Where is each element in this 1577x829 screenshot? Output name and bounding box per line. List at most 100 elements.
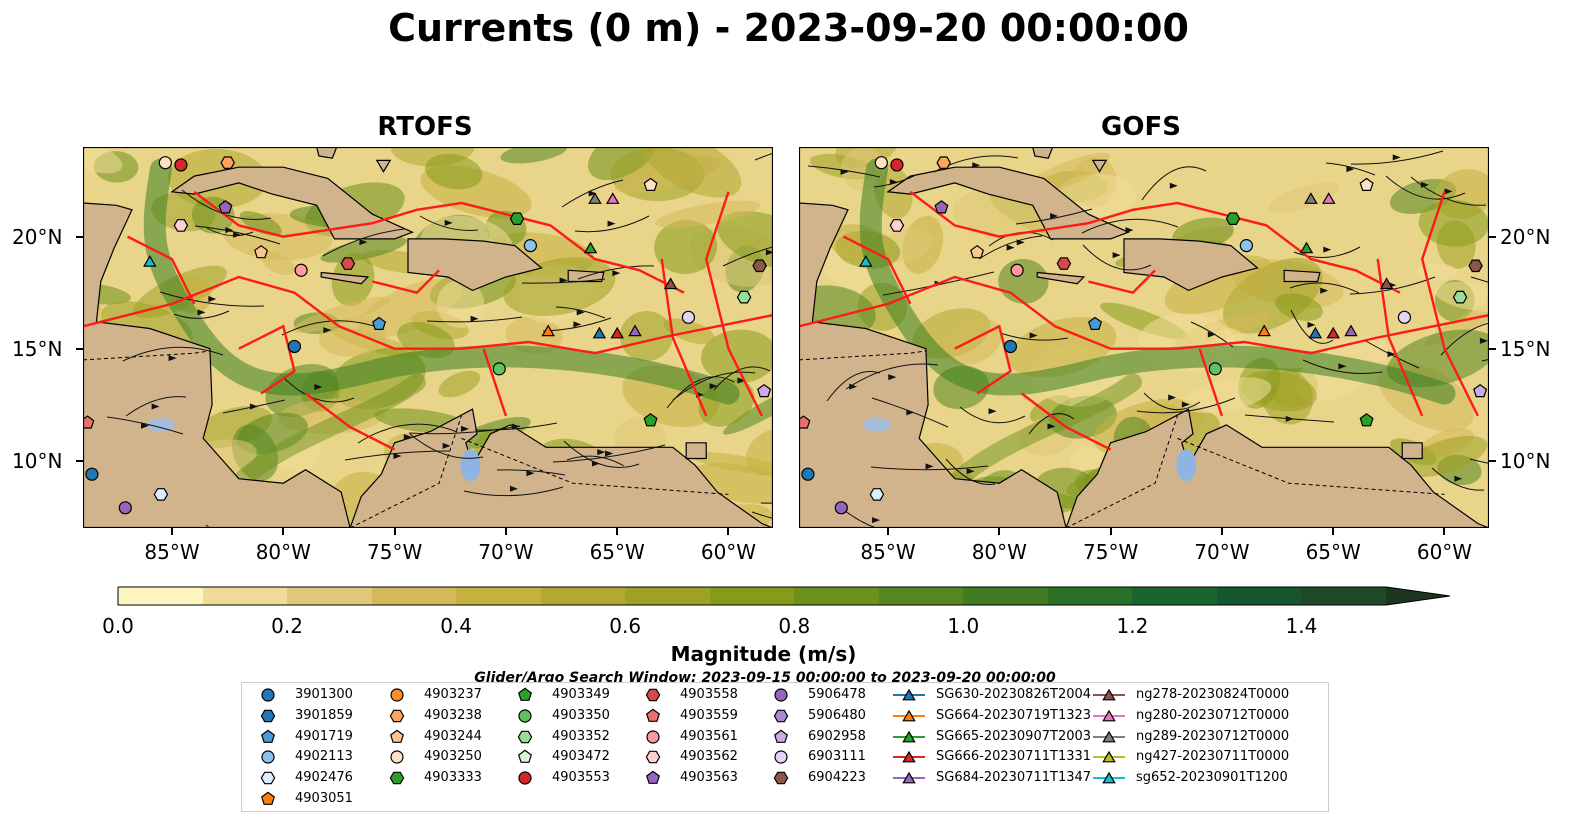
platform-marker[interactable] [1010,263,1024,277]
platform-marker[interactable] [1344,324,1358,337]
platform-marker[interactable] [1326,326,1340,339]
platform-marker[interactable] [287,339,302,354]
colorbar-tick-label: 0.4 [440,614,473,638]
platform-marker[interactable] [143,254,157,267]
platform-marker[interactable] [1208,362,1222,376]
platform-marker[interactable] [541,324,555,337]
platform-marker[interactable] [681,310,696,324]
platform-marker[interactable] [1299,241,1314,254]
platform-marker[interactable] [83,415,95,429]
platform-marker[interactable] [118,501,132,515]
platform-marker[interactable] [643,413,658,427]
x-tick-label: 65°W [1305,540,1361,564]
platform-marker[interactable] [663,277,678,290]
colorbar-tick-label: 0.0 [102,614,134,638]
platform-marker[interactable] [509,212,525,226]
platform-marker[interactable] [523,239,537,253]
platform-marker[interactable] [583,241,598,254]
platform-marker[interactable] [1239,239,1253,253]
platform-marker[interactable] [372,316,387,330]
platform-marker[interactable] [340,257,356,270]
platform-marker[interactable] [1088,316,1103,330]
legend-entry-label: 4903472 [552,749,610,765]
legend-entry-label: 5906480 [808,707,866,723]
platform-marker[interactable] [588,192,602,204]
x-tick-label: 70°W [1194,540,1250,564]
legend-entry-label: 3901859 [295,707,353,723]
x-tick-label: 85°W [144,540,200,564]
platform-marker[interactable] [1359,177,1374,192]
platform-marker[interactable] [1359,413,1374,427]
platform-marker[interactable] [85,467,99,481]
platform-marker[interactable] [1468,259,1483,273]
platform-marker[interactable] [1379,277,1394,290]
platform-marker[interactable] [1321,192,1336,204]
y-tick-label-right: 20°N [1500,224,1551,249]
platform-marker[interactable] [1003,339,1018,354]
figure-title: Currents (0 m) - 2023-09-20 00:00:00 [388,6,1189,50]
platform-marker[interactable] [1452,290,1468,304]
platform-marker[interactable] [1397,310,1412,324]
platform-marker[interactable] [610,326,624,339]
x-tick-label: 75°W [1082,540,1139,564]
platform-marker[interactable] [834,501,848,515]
platform-marker[interactable] [1056,257,1072,270]
platform-marker[interactable] [757,383,772,398]
legend-entry-label: ng278-20230824T0000 [1136,687,1290,702]
platform-marker[interactable] [890,158,904,172]
platform-marker[interactable] [158,156,172,170]
rtofs-map[interactable] [83,147,773,528]
platform-marker[interactable] [936,156,951,169]
platform-marker[interactable] [254,244,269,259]
platform-marker[interactable] [643,177,658,192]
colorbar-tick-label: 0.2 [271,614,303,638]
colorbar-tick-label: 0.8 [778,614,811,638]
colorbar-segment [709,587,795,605]
colorbar-label: Magnitude (m/s) [670,642,857,666]
legend-entry-label: ng427-20230711T0000 [1136,749,1290,765]
legend-entry-label: ng289-20230712T0000 [1136,728,1290,744]
y-tick-label-right: 10°N [1500,448,1551,473]
legend-entry-label: sg652-20230901T1200 [1136,770,1288,786]
platform-marker[interactable] [173,219,189,232]
rtofs-panel-title: RTOFS [377,112,473,142]
legend-entry-label: 4903553 [552,770,610,786]
gofs-map[interactable] [799,147,1489,528]
platform-marker[interactable] [1304,192,1318,204]
platform-marker[interactable] [218,200,233,214]
platform-marker[interactable] [492,362,506,376]
legend-entry-label: SG666-20230711T1331 [936,749,1092,765]
platform-marker[interactable] [869,488,885,501]
platform-marker[interactable] [1473,383,1488,398]
colorbar-tick-label: 1.4 [1285,614,1318,638]
platform-marker[interactable] [874,156,888,170]
legend-entry-label: 4903562 [680,749,738,765]
platform-marker[interactable] [889,219,905,232]
legend-entry-label: 4903350 [552,707,610,723]
platform-marker[interactable] [801,467,815,481]
platform-marker[interactable] [799,415,811,429]
x-tick-label: 65°W [589,540,645,564]
colorbar-segment [1216,587,1303,605]
platform-marker[interactable] [859,254,873,267]
platform-marker[interactable] [592,326,607,339]
platform-marker[interactable] [1257,324,1271,337]
platform-marker[interactable] [970,244,985,259]
platform-marker[interactable] [1308,326,1323,339]
legend-entry-label: 4903352 [552,728,610,744]
legend-entry-label: 4903237 [424,687,482,702]
legend-entry-label: 4903250 [424,749,482,765]
colorbar-segment [1132,587,1218,605]
platform-marker[interactable] [752,259,767,273]
platform-marker[interactable] [628,324,642,337]
legend-entry-label: 4903558 [680,687,738,702]
platform-marker[interactable] [153,488,169,501]
platform-marker[interactable] [220,156,235,169]
platform-marker[interactable] [294,263,308,277]
colorbar-segment [202,587,288,605]
platform-marker[interactable] [1225,212,1241,226]
platform-marker[interactable] [736,290,752,304]
platform-marker[interactable] [174,158,188,172]
platform-marker[interactable] [934,200,949,214]
platform-marker[interactable] [605,192,620,204]
